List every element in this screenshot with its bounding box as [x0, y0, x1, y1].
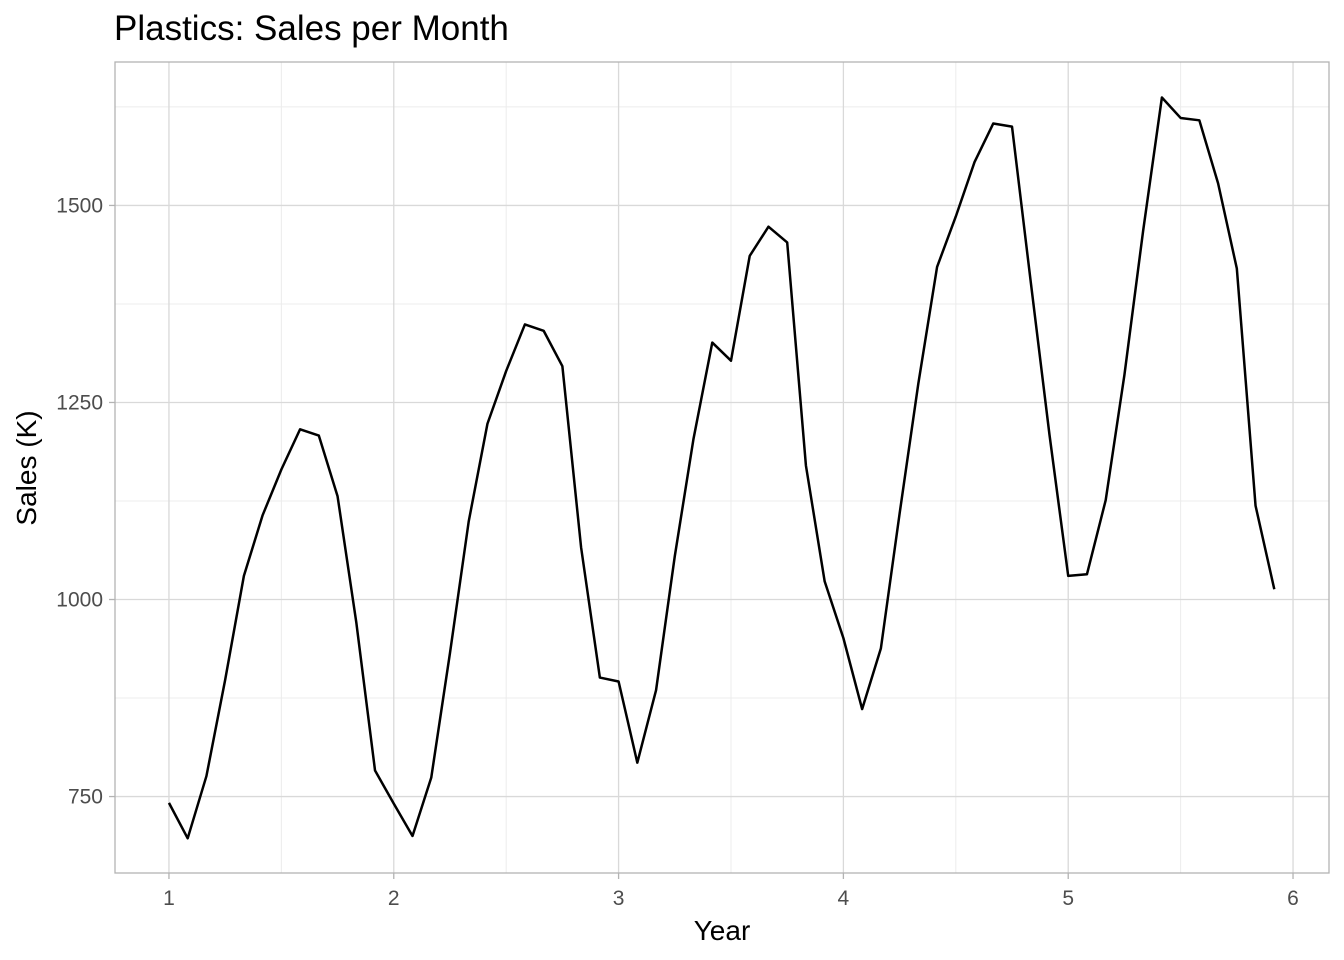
- y-tick-label: 1250: [56, 391, 103, 414]
- chart-title: Plastics: Sales per Month: [114, 9, 509, 48]
- y-tick-label: 1500: [56, 194, 103, 217]
- x-tick-label: 6: [1287, 887, 1299, 910]
- y-tick-label: 750: [68, 786, 103, 809]
- y-axis-title: Sales (K): [11, 410, 42, 525]
- x-tick-label: 1: [163, 887, 175, 910]
- x-tick-label: 5: [1062, 887, 1074, 910]
- x-tick-label: 4: [838, 887, 850, 910]
- major-gridlines: [115, 62, 1329, 873]
- plot-series: [167, 96, 1276, 840]
- x-axis: 1 2 3 4 5 6: [163, 873, 1299, 910]
- x-axis-title: Year: [694, 915, 751, 946]
- minor-gridlines: [115, 62, 1329, 873]
- y-tick-label: 1000: [56, 589, 103, 612]
- sales-line: [167, 96, 1276, 840]
- x-tick-label: 2: [388, 887, 400, 910]
- x-tick-label: 3: [613, 887, 625, 910]
- y-axis: 750 1000 1250 1500: [56, 194, 115, 809]
- panel-border: [114, 61, 1330, 874]
